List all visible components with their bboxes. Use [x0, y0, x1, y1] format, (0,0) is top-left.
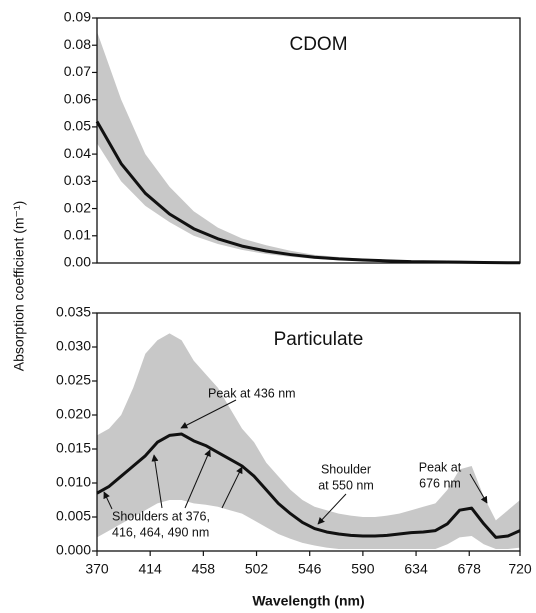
- y-tick-label: 0.000: [56, 542, 91, 558]
- x-tick-label: 414: [138, 561, 162, 577]
- data-line: [95, 120, 520, 265]
- annotation-arrow: [103, 491, 113, 510]
- y-tick-label: 0.030: [56, 338, 91, 354]
- annotation: 676 nm: [419, 476, 461, 490]
- y-tick-label: 0.06: [64, 90, 91, 106]
- annotation: Peak at: [419, 460, 462, 474]
- y-tick-label: 0.02: [64, 199, 91, 215]
- x-tick-label: 678: [458, 561, 482, 577]
- annotation-arrow: [151, 454, 163, 509]
- y-tick-label: 0.025: [56, 372, 91, 388]
- annotation: 416, 464, 490 nm: [112, 525, 209, 539]
- annotation: at 550 nm: [318, 478, 374, 492]
- y-tick-label: 0.00: [64, 254, 91, 270]
- annotation-arrow: [180, 399, 237, 429]
- y-tick-label: 0.09: [64, 9, 91, 25]
- plot-frame: [96, 312, 521, 552]
- x-tick-label: 370: [85, 561, 109, 577]
- y-tick-label: 0.010: [56, 474, 91, 490]
- y-tick-label: 0.020: [56, 406, 91, 422]
- annotation: Shoulder: [321, 462, 371, 476]
- annotation: Peak at 436 nm: [208, 386, 296, 400]
- x-tick-label: 546: [298, 561, 322, 577]
- y-tick-label: 0.08: [64, 36, 91, 52]
- x-tick-label: 720: [508, 561, 532, 577]
- annotation-arrow: [184, 449, 211, 509]
- annotation-arrow: [221, 466, 243, 509]
- data-line: [96, 432, 521, 539]
- plot-frame: [96, 17, 521, 264]
- panel-title: CDOM: [289, 34, 347, 55]
- y-tick-label: 0.07: [64, 63, 91, 79]
- annotation-arrow: [317, 493, 347, 525]
- y-tick-label: 0.015: [56, 440, 91, 456]
- x-tick-label: 502: [245, 561, 269, 577]
- y-tick-label: 0.05: [64, 118, 91, 134]
- y-tick-label: 0.005: [56, 508, 91, 524]
- range-band: [97, 31, 520, 263]
- y-tick-label: 0.035: [56, 304, 91, 320]
- y-tick-label: 0.01: [64, 226, 91, 242]
- range-band: [97, 333, 520, 549]
- x-tick-label: 590: [351, 561, 375, 577]
- x-tick-label: 458: [192, 561, 216, 577]
- annotation: Shoulders at 376,: [112, 509, 210, 523]
- x-tick-label: 634: [404, 561, 428, 577]
- y-axis-label: Absorption coefficient (m⁻¹): [11, 201, 27, 372]
- annotation-arrow: [469, 473, 488, 504]
- y-tick-label: 0.03: [64, 172, 91, 188]
- y-tick-label: 0.04: [64, 145, 91, 161]
- x-axis-label: Wavelength (nm): [252, 593, 364, 609]
- panel-title: Particulate: [274, 329, 364, 350]
